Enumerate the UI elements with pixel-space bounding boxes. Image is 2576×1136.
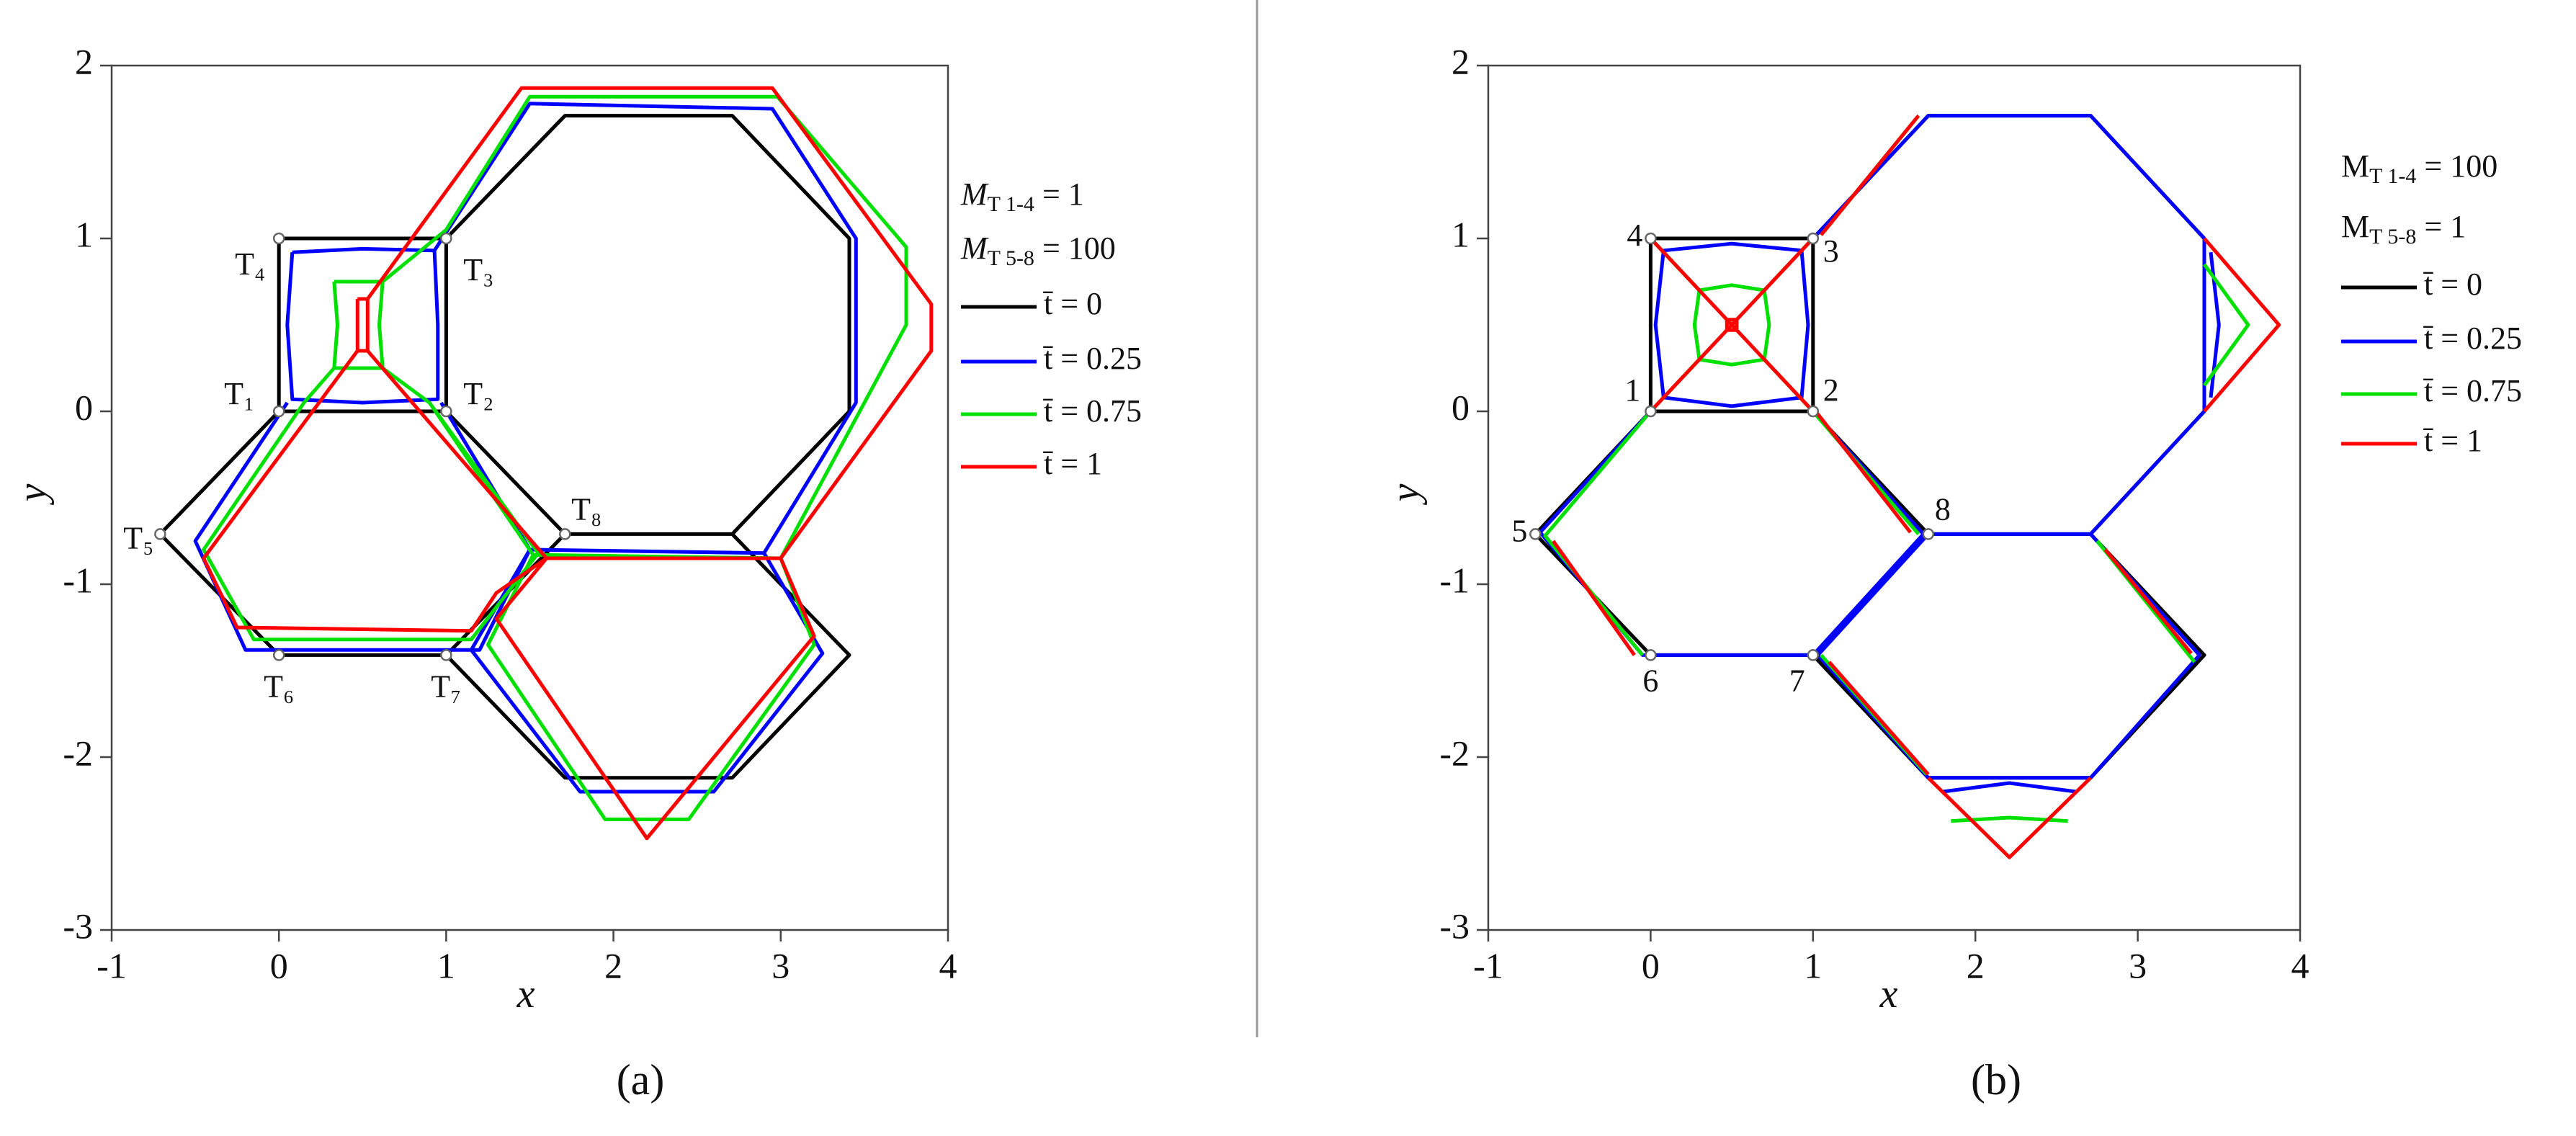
- x-tick-label: 3: [772, 945, 790, 985]
- point-label: 8: [1935, 491, 1951, 527]
- y-tick-label: -2: [63, 733, 93, 773]
- note-value: = 100: [1034, 231, 1116, 266]
- y-tick-label: 2: [75, 41, 93, 81]
- point-marker: [1922, 528, 1935, 540]
- point-marker: [1645, 232, 1657, 245]
- point-label: T₅: [123, 520, 153, 555]
- point-label: 4: [1627, 218, 1642, 253]
- x-tick-label: -1: [97, 945, 127, 985]
- point-marker: [272, 649, 285, 661]
- legend-label: t̄ = 0.25: [2423, 321, 2522, 356]
- y-tick-label: -3: [1439, 905, 1470, 946]
- y-tick-label: -3: [63, 905, 93, 946]
- y-tick-label: 2: [1452, 41, 1470, 81]
- x-tick-label: 0: [1642, 945, 1660, 985]
- legend-label: t̄ = 0.25: [1043, 341, 1142, 376]
- y-tick-label: 1: [75, 214, 93, 254]
- x-tick-label: 0: [270, 945, 288, 985]
- point-label: 5: [1511, 513, 1527, 548]
- y-tick-label: -1: [63, 560, 93, 600]
- x-axis-label: x: [1879, 972, 1898, 1016]
- x-tick-label: 1: [437, 945, 455, 985]
- legend-label: t̄ = 0: [1043, 286, 1102, 321]
- point-label: T₁: [224, 376, 254, 411]
- note-subscript: T 1-4: [2369, 164, 2416, 188]
- x-tick-label: -1: [1473, 945, 1503, 985]
- note-value: = 1: [2416, 209, 2466, 244]
- note-subscript: T 5-8: [988, 246, 1034, 270]
- note-symbol: M: [960, 176, 989, 212]
- point-marker: [440, 232, 452, 245]
- point-marker: [272, 405, 285, 418]
- point-label: T₈: [571, 491, 601, 527]
- series-line: [202, 86, 934, 841]
- legend-label: t̄ = 0: [2423, 267, 2482, 302]
- point-label: 6: [1642, 663, 1658, 698]
- legend-label: t̄ = 1: [2423, 423, 2482, 458]
- plot-frame: [1487, 64, 2302, 931]
- x-tick-label: 2: [604, 945, 622, 985]
- series-line: [202, 94, 908, 821]
- y-tick-label: 0: [75, 387, 93, 427]
- x-tick-label: 3: [2129, 945, 2147, 985]
- point-label: 7: [1789, 663, 1805, 698]
- series-line: [1533, 114, 2206, 780]
- panel-caption: (a): [617, 1056, 665, 1104]
- point-marker: [272, 232, 285, 245]
- x-tick-label: 4: [939, 945, 957, 985]
- legend-label: t̄ = 0.75: [2423, 373, 2522, 408]
- series-line: [1543, 115, 2250, 823]
- note-value: = 100: [2416, 148, 2497, 184]
- series-line: [1552, 115, 2281, 859]
- y-tick-label: -2: [1439, 733, 1470, 773]
- note-subscript: T 1-4: [988, 192, 1034, 216]
- point-marker: [559, 528, 571, 540]
- point-marker: [1529, 528, 1542, 540]
- x-tick-label: 4: [2291, 945, 2309, 985]
- y-axis-label: y: [1383, 483, 1428, 505]
- y-tick-label: -1: [1439, 560, 1470, 600]
- note-value: = 1: [1034, 176, 1084, 212]
- x-axis-label: x: [516, 972, 535, 1016]
- point-label: 3: [1823, 233, 1839, 269]
- legend-label: t̄ = 0.75: [1043, 393, 1142, 429]
- note-subscript: T 5-8: [2369, 225, 2416, 249]
- y-axis-label: y: [10, 483, 55, 505]
- legend-note: MT 5-8 = 1: [2341, 209, 2466, 249]
- point-label: 1: [1624, 372, 1640, 408]
- legend-note: MT 1-4 = 1: [960, 176, 1084, 216]
- point-marker: [1807, 232, 1820, 245]
- series-line: [193, 102, 858, 794]
- y-tick-label: 1: [1452, 214, 1470, 254]
- point-marker: [1645, 649, 1657, 661]
- point-marker: [154, 528, 166, 540]
- point-marker: [1807, 405, 1820, 418]
- point-label: T₄: [235, 246, 265, 282]
- note-symbol: M: [2341, 148, 2369, 184]
- point-marker: [440, 405, 452, 418]
- note-symbol: M: [960, 231, 989, 266]
- point-marker: [1645, 405, 1657, 418]
- point-marker: [440, 649, 452, 661]
- note-symbol: M: [2341, 209, 2369, 244]
- point-label: T₆: [264, 668, 294, 704]
- legend-note: MT 1-4 = 100: [2341, 148, 2497, 188]
- legend-note: MT 5-8 = 100: [960, 231, 1116, 270]
- panel-caption: (b): [1971, 1056, 2021, 1104]
- plot-frame: [110, 64, 949, 931]
- point-marker: [1807, 649, 1820, 661]
- x-tick-label: 1: [1804, 945, 1822, 985]
- point-label: T₃: [463, 252, 493, 287]
- point-label: T₂: [463, 376, 493, 411]
- y-tick-label: 0: [1452, 387, 1470, 427]
- legend-label: t̄ = 1: [1043, 446, 1102, 481]
- point-label: 2: [1823, 372, 1839, 408]
- x-tick-label: 2: [1967, 945, 1985, 985]
- point-label: T₇: [431, 668, 461, 704]
